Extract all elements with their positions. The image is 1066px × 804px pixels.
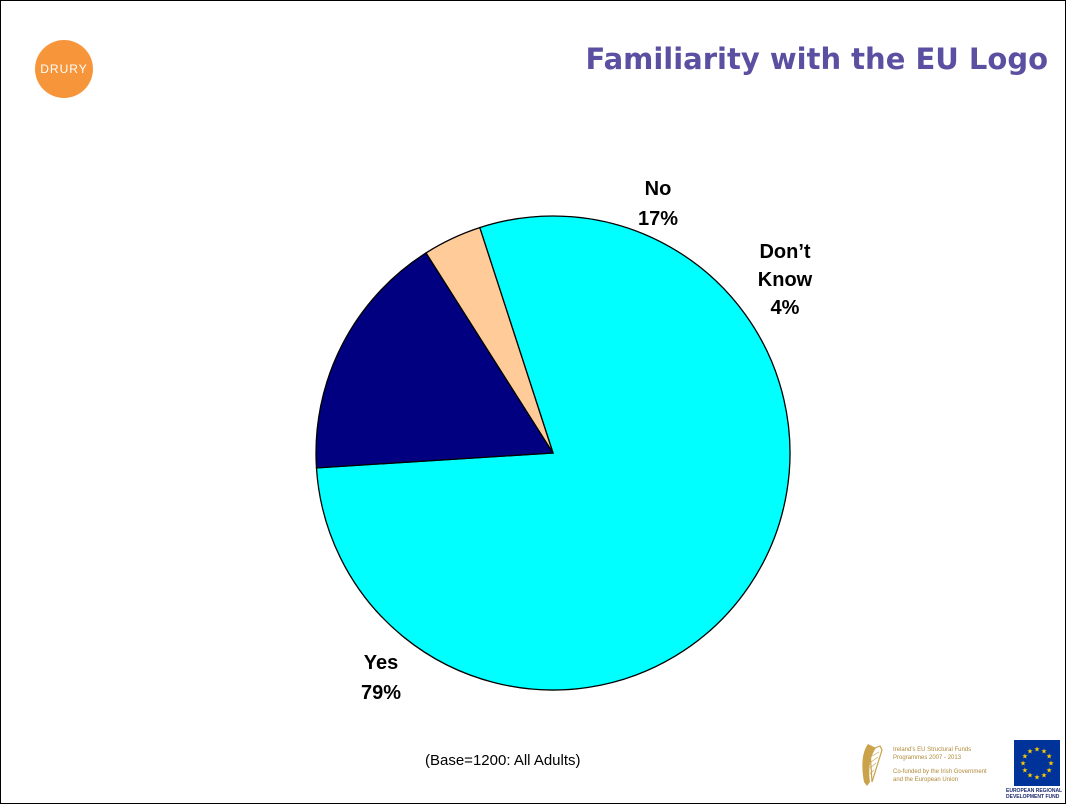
erdf-line: DEVELOPMENT FUND — [1006, 794, 1060, 800]
structural-funds-logo: Ireland's EU Structural Funds Programmes… — [858, 742, 993, 792]
eu-star-icon: ★ — [1048, 760, 1054, 768]
pie-label-don-t-know: Don’t Know 4% — [758, 241, 813, 319]
eu-star-icon: ★ — [1041, 772, 1047, 780]
eu-star-icon: ★ — [1022, 767, 1028, 775]
harp-icon — [862, 744, 883, 786]
pie-slices — [315, 215, 791, 691]
funds-line: and the European Union — [893, 777, 959, 783]
eu-star-icon: ★ — [1022, 753, 1028, 761]
funds-line: Programmes 2007 - 2013 — [893, 755, 962, 761]
funds-line: Co-funded by the Irish Government — [893, 769, 987, 775]
base-note: (Base=1200: All Adults) — [425, 752, 581, 769]
eu-star-icon: ★ — [1041, 747, 1047, 755]
pie-labels: Yes 79% No 17% Don’t Know 4% — [361, 178, 813, 704]
drury-logo: DRURY — [35, 40, 93, 98]
pie-label-yes: Yes 79% — [361, 652, 401, 704]
pie-slice-no — [315, 251, 555, 469]
eu-star-icon: ★ — [1034, 774, 1040, 782]
eu-star-icon: ★ — [1034, 746, 1040, 754]
eu-flag-icon: ★ ★★★★★★★★★★★ — [1014, 740, 1060, 786]
erdf-line: EUROPEAN REGIONAL — [1006, 788, 1063, 794]
eu-star-icon: ★ — [1046, 767, 1052, 775]
funds-line: Ireland's EU Structural Funds — [893, 747, 972, 753]
eu-star-icon: ★ — [1027, 772, 1033, 780]
erdf-label: EUROPEAN REGIONAL DEVELOPMENT FUND — [1006, 788, 1066, 800]
pie-label-no: No 17% — [638, 178, 678, 230]
pie-slice-don-t-know — [425, 226, 554, 454]
eu-star-icon: ★ — [1046, 753, 1052, 761]
eu-star-icon: ★ — [1020, 760, 1026, 768]
drury-logo-text: DRURY — [40, 62, 88, 76]
eu-star-icon: ★ — [1027, 747, 1033, 755]
page-title: Familiarity with the EU Logo — [585, 42, 1048, 76]
